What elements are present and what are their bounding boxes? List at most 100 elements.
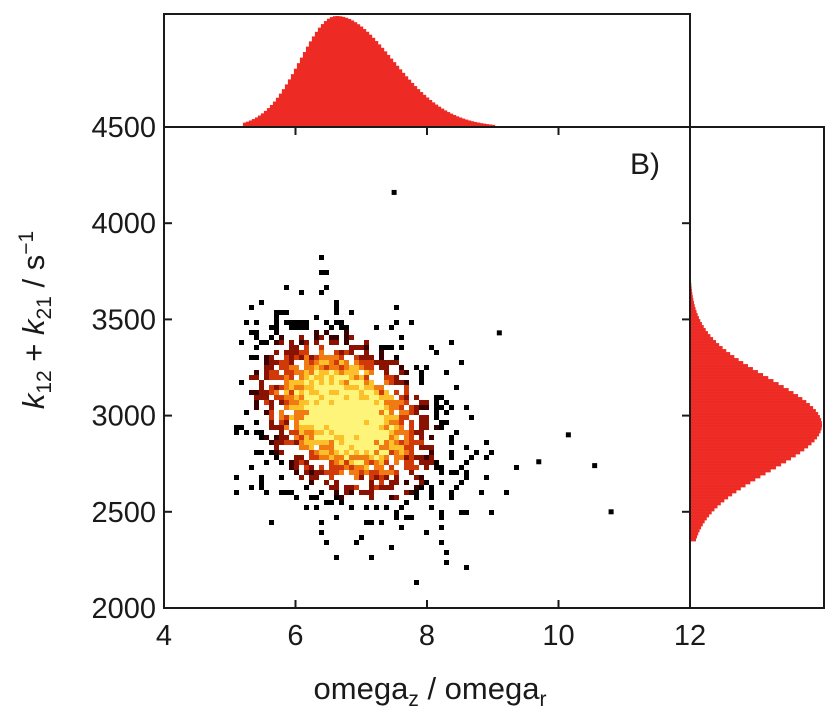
top-marginal-histogram xyxy=(163,13,691,128)
heatmap-cell xyxy=(369,460,374,465)
heatmap-cell xyxy=(369,400,374,405)
heatmap-cell xyxy=(274,440,279,445)
heatmap-cell xyxy=(284,395,289,400)
top-histogram-bar xyxy=(341,16,346,127)
heatmap-cell xyxy=(294,410,299,415)
heatmap-cell xyxy=(259,380,264,385)
right-histogram-bar xyxy=(690,424,822,428)
heatmap-cell xyxy=(329,455,334,460)
heatmap-cell xyxy=(344,415,349,420)
heatmap-cell xyxy=(434,405,439,410)
outlier-point xyxy=(536,459,542,465)
heatmap-cell xyxy=(379,460,384,465)
heatmap-cell xyxy=(304,340,309,345)
heatmap-cell xyxy=(309,470,314,475)
heatmap-cell xyxy=(354,485,359,490)
heatmap-cell xyxy=(304,355,309,360)
heatmap-cell xyxy=(324,430,329,435)
heatmap-cell xyxy=(349,365,354,370)
heatmap-cell xyxy=(389,345,394,350)
heatmap-cell xyxy=(314,400,319,405)
top-histogram-bar xyxy=(413,86,418,127)
heatmap-cell xyxy=(379,520,384,525)
heatmap-cell xyxy=(364,445,369,450)
heatmap-cell xyxy=(379,360,384,365)
heatmap-cell xyxy=(304,370,309,375)
heatmap-cell xyxy=(449,405,454,410)
x-tick-labels: 4 6 8 10 12 xyxy=(156,620,706,652)
heatmap-cell xyxy=(249,485,254,490)
heatmap-cell xyxy=(309,445,314,450)
heatmap-cell xyxy=(349,460,354,465)
heatmap-cell xyxy=(274,315,279,320)
heatmap-cell xyxy=(289,440,294,445)
heatmap-cell xyxy=(284,405,289,410)
heatmap-cell xyxy=(284,370,289,375)
right-histogram-bar xyxy=(690,430,821,434)
heatmap-cell xyxy=(279,360,284,365)
heatmap-cell xyxy=(414,410,419,415)
heatmap-cell xyxy=(334,390,339,395)
heatmap-cell xyxy=(314,455,319,460)
right-histogram-bar xyxy=(690,409,816,413)
right-marginal-frame xyxy=(689,126,825,609)
heatmap-cell xyxy=(364,365,369,370)
heatmap-cell xyxy=(389,415,394,420)
x-tick-label: 6 xyxy=(287,620,303,652)
heatmap-cell xyxy=(254,320,259,325)
heatmap-cell xyxy=(404,370,409,375)
heatmap-cell xyxy=(379,405,384,410)
heatmap-cell xyxy=(384,345,389,350)
top-histogram-bar xyxy=(272,101,277,127)
heatmap-cell xyxy=(329,385,334,390)
heatmap-cell xyxy=(294,400,299,405)
right-histogram-bar xyxy=(690,475,761,479)
heatmap-cell xyxy=(504,490,509,495)
heatmap-cell xyxy=(314,360,319,365)
heatmap-cell xyxy=(439,480,444,485)
heatmap-cell xyxy=(389,400,394,405)
heatmap-cell xyxy=(349,310,354,315)
heatmap-cell xyxy=(424,405,429,410)
heatmap-cell xyxy=(334,415,339,420)
heatmap-cell xyxy=(309,355,314,360)
top-histogram-bar xyxy=(332,16,337,128)
heatmap-cell xyxy=(339,385,344,390)
heatmap-cell xyxy=(244,410,249,415)
right-histogram-bar xyxy=(690,448,805,452)
y-tick-label: 2500 xyxy=(91,497,156,529)
heatmap-cell xyxy=(364,380,369,385)
heatmap-cell xyxy=(409,490,414,495)
heatmap-cell xyxy=(304,320,309,325)
top-histogram-bar xyxy=(440,108,445,127)
heatmap-cell xyxy=(419,440,424,445)
heatmap-cell xyxy=(279,440,284,445)
top-histogram-bar xyxy=(347,18,352,128)
heatmap-cell xyxy=(319,465,324,470)
top-histogram-bar xyxy=(467,120,472,127)
heatmap-cell xyxy=(349,400,354,405)
top-histogram-bar xyxy=(305,46,310,128)
heatmap-cell xyxy=(274,445,279,450)
top-histogram-bar xyxy=(290,74,295,127)
heatmap-cell xyxy=(294,320,299,325)
top-histogram-bar xyxy=(365,31,370,128)
heatmap-cell xyxy=(334,355,339,360)
top-histogram-bar xyxy=(260,113,265,127)
heatmap-cell xyxy=(364,345,369,350)
heatmap-cell xyxy=(374,415,379,420)
heatmap-cell xyxy=(329,335,334,340)
heatmap-cell xyxy=(309,400,314,405)
right-histogram-bar xyxy=(690,493,733,497)
top-histogram-bar xyxy=(308,41,313,127)
heatmap-cell xyxy=(259,395,264,400)
heatmap-cell xyxy=(374,400,379,405)
heatmap-cell xyxy=(359,405,364,410)
heatmap-cell xyxy=(349,410,354,415)
heatmap-cell xyxy=(389,545,394,550)
heatmap-cell xyxy=(384,375,389,380)
heatmap-cell xyxy=(429,495,434,500)
heatmap-cell xyxy=(384,395,389,400)
heatmap-cell xyxy=(399,395,404,400)
top-histogram-bar xyxy=(446,112,451,127)
